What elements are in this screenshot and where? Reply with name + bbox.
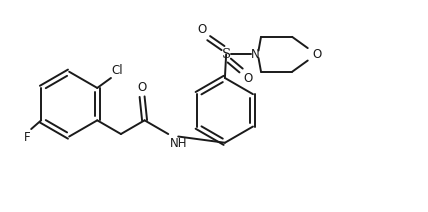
Text: O: O [137,81,147,94]
Text: O: O [243,72,252,85]
Text: Cl: Cl [112,64,123,77]
Text: F: F [24,131,30,144]
Text: NH: NH [169,137,187,149]
Text: N: N [250,48,259,61]
Text: S: S [222,48,231,61]
Text: O: O [198,23,207,36]
Text: O: O [312,48,321,61]
